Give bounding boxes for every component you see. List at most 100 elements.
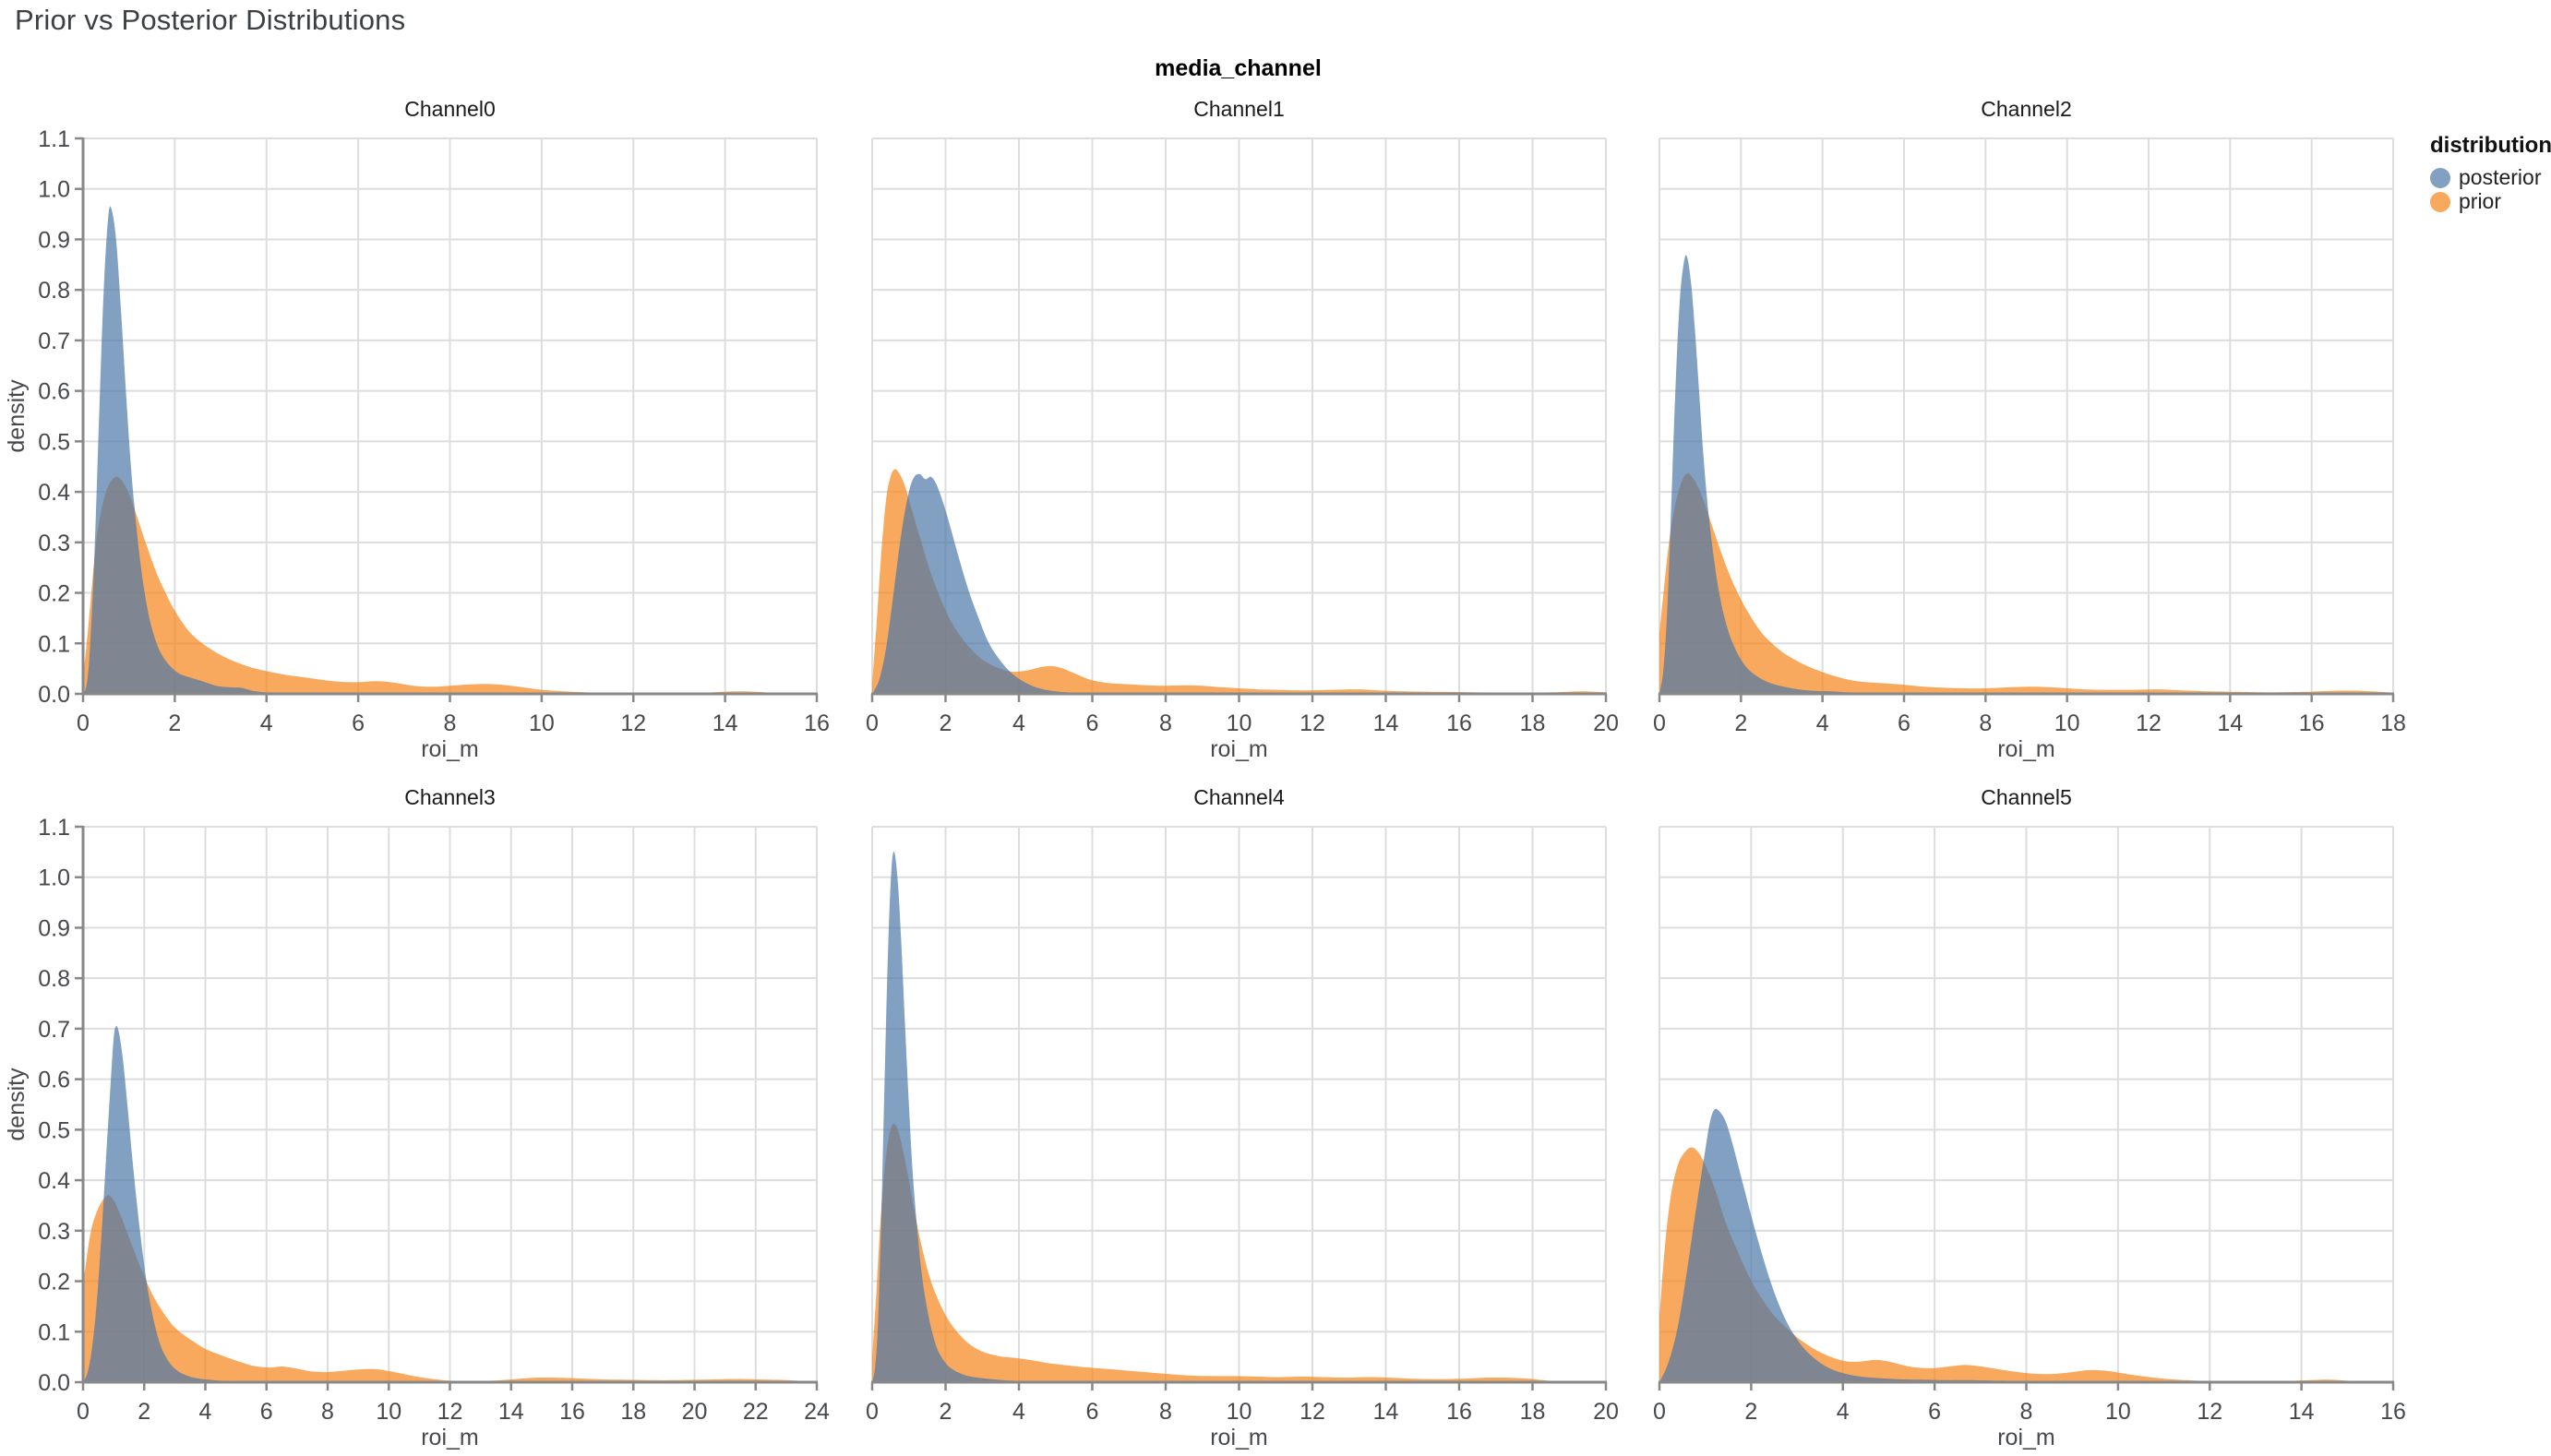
x-tick-label: 4 [1012, 1399, 1025, 1425]
x-tick-label: 20 [1593, 1399, 1619, 1425]
x-tick-label: 10 [2105, 1399, 2131, 1425]
x-axis-title: roi_m [1210, 1425, 1268, 1450]
y-tick-label: 0.8 [38, 966, 70, 992]
x-tick-label: 0 [1653, 710, 1666, 736]
x-tick-label: 0 [77, 710, 90, 736]
x-tick-label: 6 [1928, 1399, 1941, 1425]
subplot-title: Channel1 [1193, 97, 1284, 121]
x-tick-label: 8 [1979, 710, 1992, 736]
x-tick-label: 0 [77, 1399, 90, 1425]
y-tick-label: 0.2 [38, 581, 70, 607]
x-tick-label: 18 [2380, 710, 2406, 736]
y-tick-label: 0.5 [38, 429, 70, 455]
subplot-title: Channel3 [404, 785, 495, 809]
y-tick-label: 0.6 [38, 1068, 70, 1093]
x-tick-label: 4 [1816, 710, 1829, 736]
x-tick-label: 20 [682, 1399, 708, 1425]
legend: distribution posterior prior [2430, 133, 2551, 214]
x-tick-label: 2 [138, 1399, 150, 1425]
legend-label: posterior [2459, 165, 2542, 189]
x-tick-label: 12 [2136, 710, 2162, 736]
legend-item-prior: prior [2430, 189, 2550, 213]
y-tick-label: 1.1 [38, 815, 70, 841]
x-tick-label: 18 [1520, 710, 1546, 736]
x-tick-label: 12 [620, 710, 646, 736]
x-tick-label: 18 [620, 1399, 646, 1425]
x-tick-label: 8 [321, 1399, 334, 1425]
x-tick-label: 6 [1898, 710, 1910, 736]
subplot-title: Channel0 [404, 97, 495, 121]
x-tick-label: 8 [444, 710, 457, 736]
x-tick-label: 4 [1012, 710, 1025, 736]
x-tick-label: 14 [2217, 710, 2243, 736]
y-tick-label: 1.0 [38, 865, 70, 891]
x-tick-label: 2 [1744, 1399, 1757, 1425]
subplot-title: Channel4 [1193, 785, 1285, 809]
x-tick-label: 24 [804, 1399, 830, 1425]
posterior-density-area [1659, 1108, 2073, 1382]
x-tick-label: 4 [1837, 1399, 1850, 1425]
x-tick-label: 6 [1086, 1399, 1099, 1425]
x-tick-label: 14 [2289, 1399, 2315, 1425]
x-tick-label: 2 [940, 710, 952, 736]
x-tick-label: 10 [1227, 1399, 1252, 1425]
y-tick-label: 0.7 [38, 328, 70, 354]
y-tick-label: 0.9 [38, 915, 70, 941]
facet-header: media_channel [1155, 55, 1322, 81]
x-tick-label: 14 [1373, 1399, 1399, 1425]
y-tick-label: 0.9 [38, 227, 70, 253]
posterior-swatch-icon [2430, 167, 2450, 188]
y-tick-label: 0.4 [38, 480, 70, 506]
x-tick-label: 14 [1373, 710, 1399, 736]
subplot-title: Channel5 [1981, 785, 2071, 809]
y-tick-label: 0.5 [38, 1117, 70, 1143]
x-tick-label: 16 [1446, 710, 1472, 736]
x-tick-label: 16 [2380, 1399, 2406, 1425]
y-axis-title: density [4, 1068, 30, 1141]
x-tick-label: 4 [260, 710, 273, 736]
y-tick-label: 1.1 [38, 126, 70, 152]
x-tick-label: 8 [1159, 1399, 1172, 1425]
x-tick-label: 20 [1593, 710, 1619, 736]
posterior-density-area [83, 1026, 252, 1382]
x-tick-label: 16 [559, 1399, 585, 1425]
x-tick-label: 10 [376, 1399, 401, 1425]
x-tick-label: 0 [866, 1399, 879, 1425]
page-title: Prior vs Posterior Distributions [15, 4, 406, 36]
x-tick-label: 22 [743, 1399, 769, 1425]
x-tick-label: 8 [2020, 1399, 2033, 1425]
x-tick-label: 8 [1159, 710, 1172, 736]
x-tick-label: 2 [1734, 710, 1747, 736]
x-tick-label: 6 [1086, 710, 1099, 736]
y-tick-label: 0.0 [38, 1370, 70, 1396]
y-tick-label: 0.3 [38, 531, 70, 556]
x-tick-label: 2 [940, 1399, 952, 1425]
x-tick-label: 12 [1299, 710, 1325, 736]
x-tick-label: 10 [1227, 710, 1252, 736]
x-axis-title: roi_m [1997, 1425, 2055, 1450]
y-tick-label: 1.0 [38, 177, 70, 203]
x-tick-label: 14 [498, 1399, 524, 1425]
legend-item-posterior: posterior [2430, 165, 2550, 189]
y-tick-label: 0.1 [38, 1319, 70, 1345]
x-axis-title: roi_m [421, 1425, 479, 1450]
posterior-density-area [872, 852, 1056, 1382]
posterior-density-area [872, 473, 1093, 694]
x-axis-title: roi_m [1210, 736, 1268, 762]
posterior-density-area [83, 206, 304, 694]
y-tick-label: 0.6 [38, 379, 70, 405]
y-tick-label: 0.1 [38, 631, 70, 657]
x-tick-label: 16 [2299, 710, 2325, 736]
x-tick-label: 0 [1653, 1399, 1666, 1425]
legend-label: prior [2459, 189, 2502, 213]
x-tick-label: 18 [1520, 1399, 1546, 1425]
x-axis-title: roi_m [1997, 736, 2055, 762]
x-tick-label: 6 [260, 1399, 273, 1425]
x-tick-label: 0 [866, 710, 879, 736]
x-tick-label: 12 [437, 1399, 463, 1425]
prior-swatch-icon [2430, 191, 2450, 212]
y-axis-title: density [4, 379, 30, 453]
y-tick-label: 0.2 [38, 1270, 70, 1295]
